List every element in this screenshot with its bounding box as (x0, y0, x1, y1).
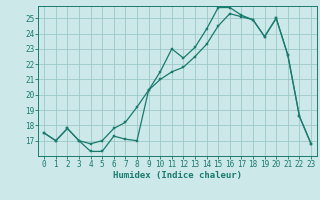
X-axis label: Humidex (Indice chaleur): Humidex (Indice chaleur) (113, 171, 242, 180)
